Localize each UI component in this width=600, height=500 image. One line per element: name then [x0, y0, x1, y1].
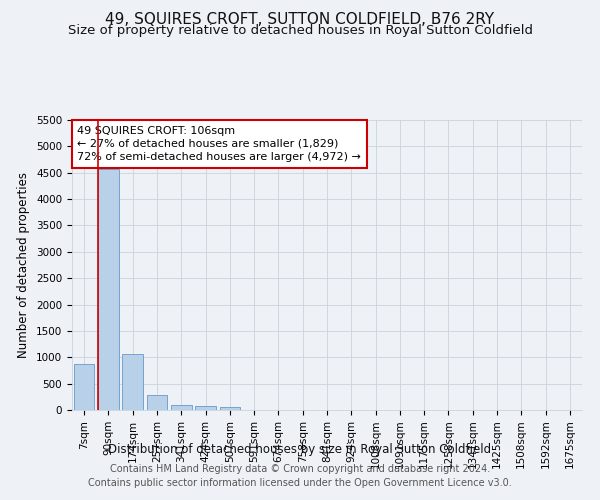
Bar: [146, 395, 167, 410]
Y-axis label: Number of detached properties: Number of detached properties: [17, 172, 31, 358]
Bar: [122, 354, 143, 410]
Bar: [98, 169, 119, 410]
Text: Contains HM Land Registry data © Crown copyright and database right 2024.
Contai: Contains HM Land Registry data © Crown c…: [88, 464, 512, 487]
Bar: [74, 364, 94, 410]
Text: Size of property relative to detached houses in Royal Sutton Coldfield: Size of property relative to detached ho…: [67, 24, 533, 37]
Text: 49 SQUIRES CROFT: 106sqm
← 27% of detached houses are smaller (1,829)
72% of sem: 49 SQUIRES CROFT: 106sqm ← 27% of detach…: [77, 126, 361, 162]
Bar: [220, 407, 240, 410]
Text: 49, SQUIRES CROFT, SUTTON COLDFIELD, B76 2RY: 49, SQUIRES CROFT, SUTTON COLDFIELD, B76…: [106, 12, 494, 28]
Text: Distribution of detached houses by size in Royal Sutton Coldfield: Distribution of detached houses by size …: [109, 442, 491, 456]
Bar: [195, 406, 216, 410]
Bar: [171, 405, 191, 410]
